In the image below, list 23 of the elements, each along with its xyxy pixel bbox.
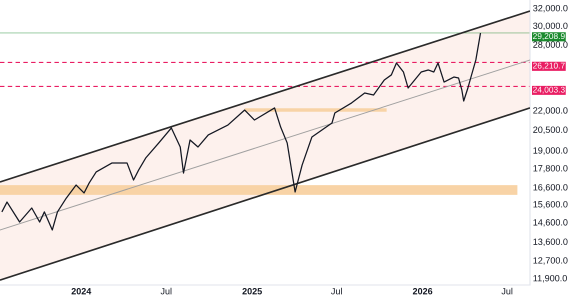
y-tick-label: 13,600.0 [533,238,568,246]
y-tick-label: 19,000.0 [533,147,568,155]
ref-line-label: 29,208.9 [533,33,565,40]
line-series [1,32,482,231]
x-tick-label: Jul [501,288,512,294]
x-tick-label: 2025 [242,288,262,294]
y-tick-label: 32,000.0 [533,4,568,12]
y-tick-label: 30,000.0 [533,22,568,30]
y-tick-label: 22,000.0 [533,107,568,115]
y-tick-label: 11,900.0 [533,274,567,282]
ref-line-label: 24,003.3 [533,86,565,94]
ref-line-label: 26,210.7 [533,62,565,70]
y-tick-label: 17,800.0 [533,165,568,173]
y-tick-label: 15,600.0 [533,201,568,209]
y-tick-label: 20,500.0 [533,126,568,134]
y-tick-label: 12,700.0 [533,257,568,265]
y-tick-label: 28,000.0 [533,41,568,49]
x-tick-label: 2026 [412,288,432,294]
y-tick-label: 14,600.0 [533,219,568,227]
x-tick-label: 2024 [72,288,92,294]
x-tick-label: Jul [160,288,172,294]
y-tick-label: 16,600.0 [533,184,568,192]
x-tick-label: Jul [331,288,342,294]
